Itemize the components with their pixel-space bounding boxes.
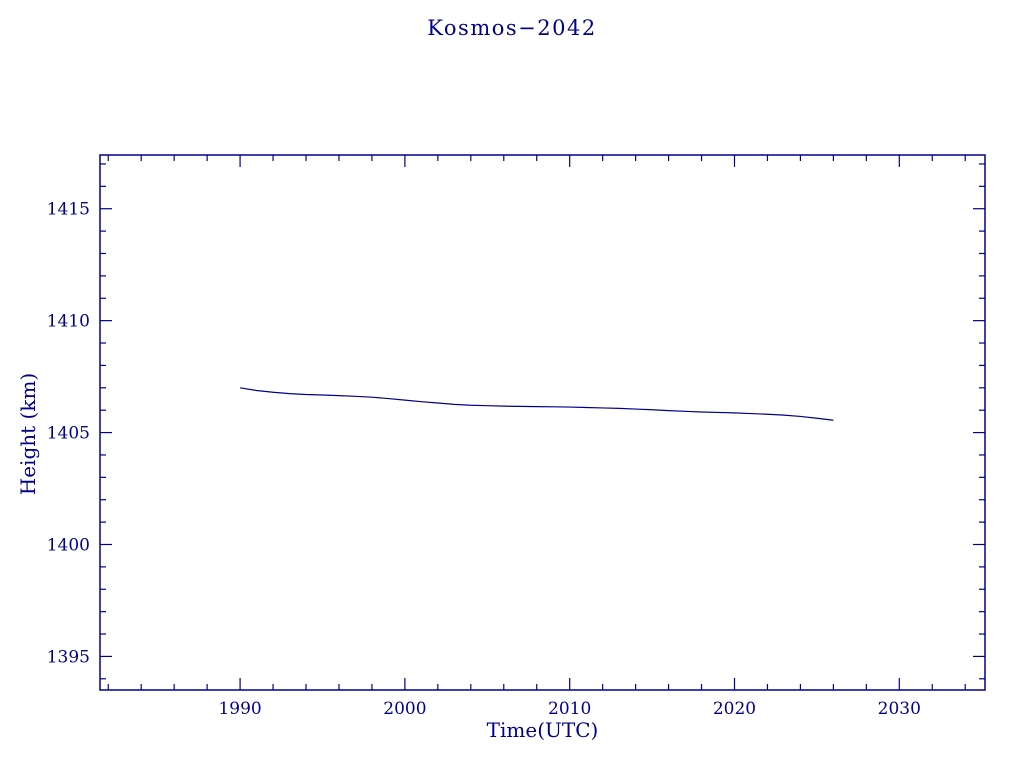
x-axis-label: Time(UTC)	[486, 718, 599, 742]
x-tick-label: 2020	[713, 699, 756, 719]
y-tick-label: 1395	[47, 647, 90, 667]
y-tick-label: 1405	[47, 424, 90, 444]
x-tick-label: 2030	[878, 699, 921, 719]
plot-frame	[99, 154, 986, 691]
data-line	[239, 387, 834, 421]
chart-title: Kosmos−2042	[427, 16, 597, 40]
x-tick-label: 2010	[548, 699, 591, 719]
y-tick-label: 1415	[47, 200, 90, 220]
x-tick-label: 2000	[383, 699, 426, 719]
y-tick-label: 1400	[47, 535, 90, 555]
y-tick-label: 1410	[47, 312, 90, 332]
x-tick-label: 1990	[218, 699, 261, 719]
